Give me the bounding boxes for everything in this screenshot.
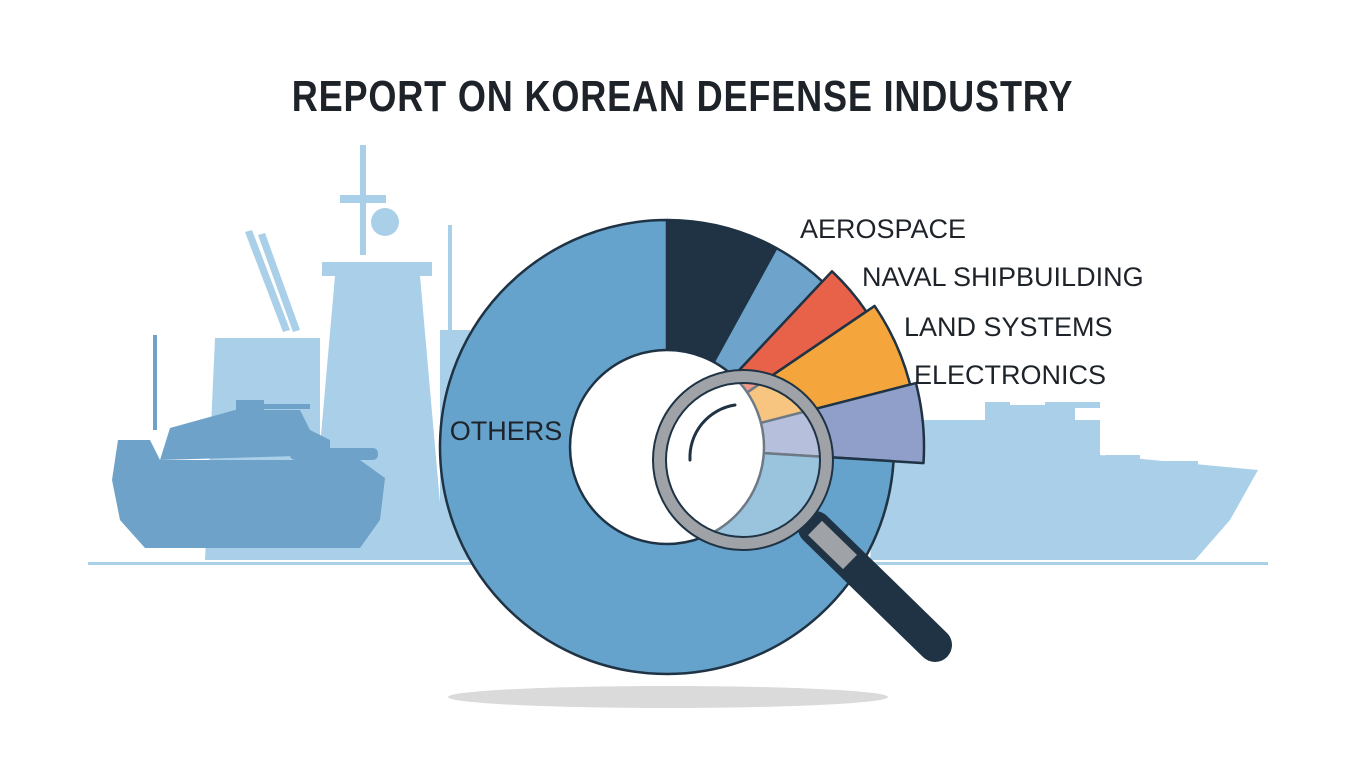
slice-label-land-systems: LAND SYSTEMS <box>904 312 1113 342</box>
slice-label-electronics: ELECTRONICS <box>914 360 1106 390</box>
page-title: REPORT ON KOREAN DEFENSE INDUSTRY <box>291 72 1074 121</box>
tank-icon <box>112 335 385 548</box>
magnifying-glass-icon <box>652 369 952 662</box>
slice-label-aerospace: AEROSPACE <box>800 214 966 244</box>
chart-shadow <box>448 686 888 708</box>
slice-label-others: OTHERS <box>450 416 563 446</box>
ship-icon <box>870 402 1258 560</box>
slice-label-naval-shipbuilding: NAVAL SHIPBUILDING <box>862 262 1144 292</box>
chart-labels: AEROSPACE NAVAL SHIPBUILDING LAND SYSTEMS E… <box>450 214 1144 446</box>
